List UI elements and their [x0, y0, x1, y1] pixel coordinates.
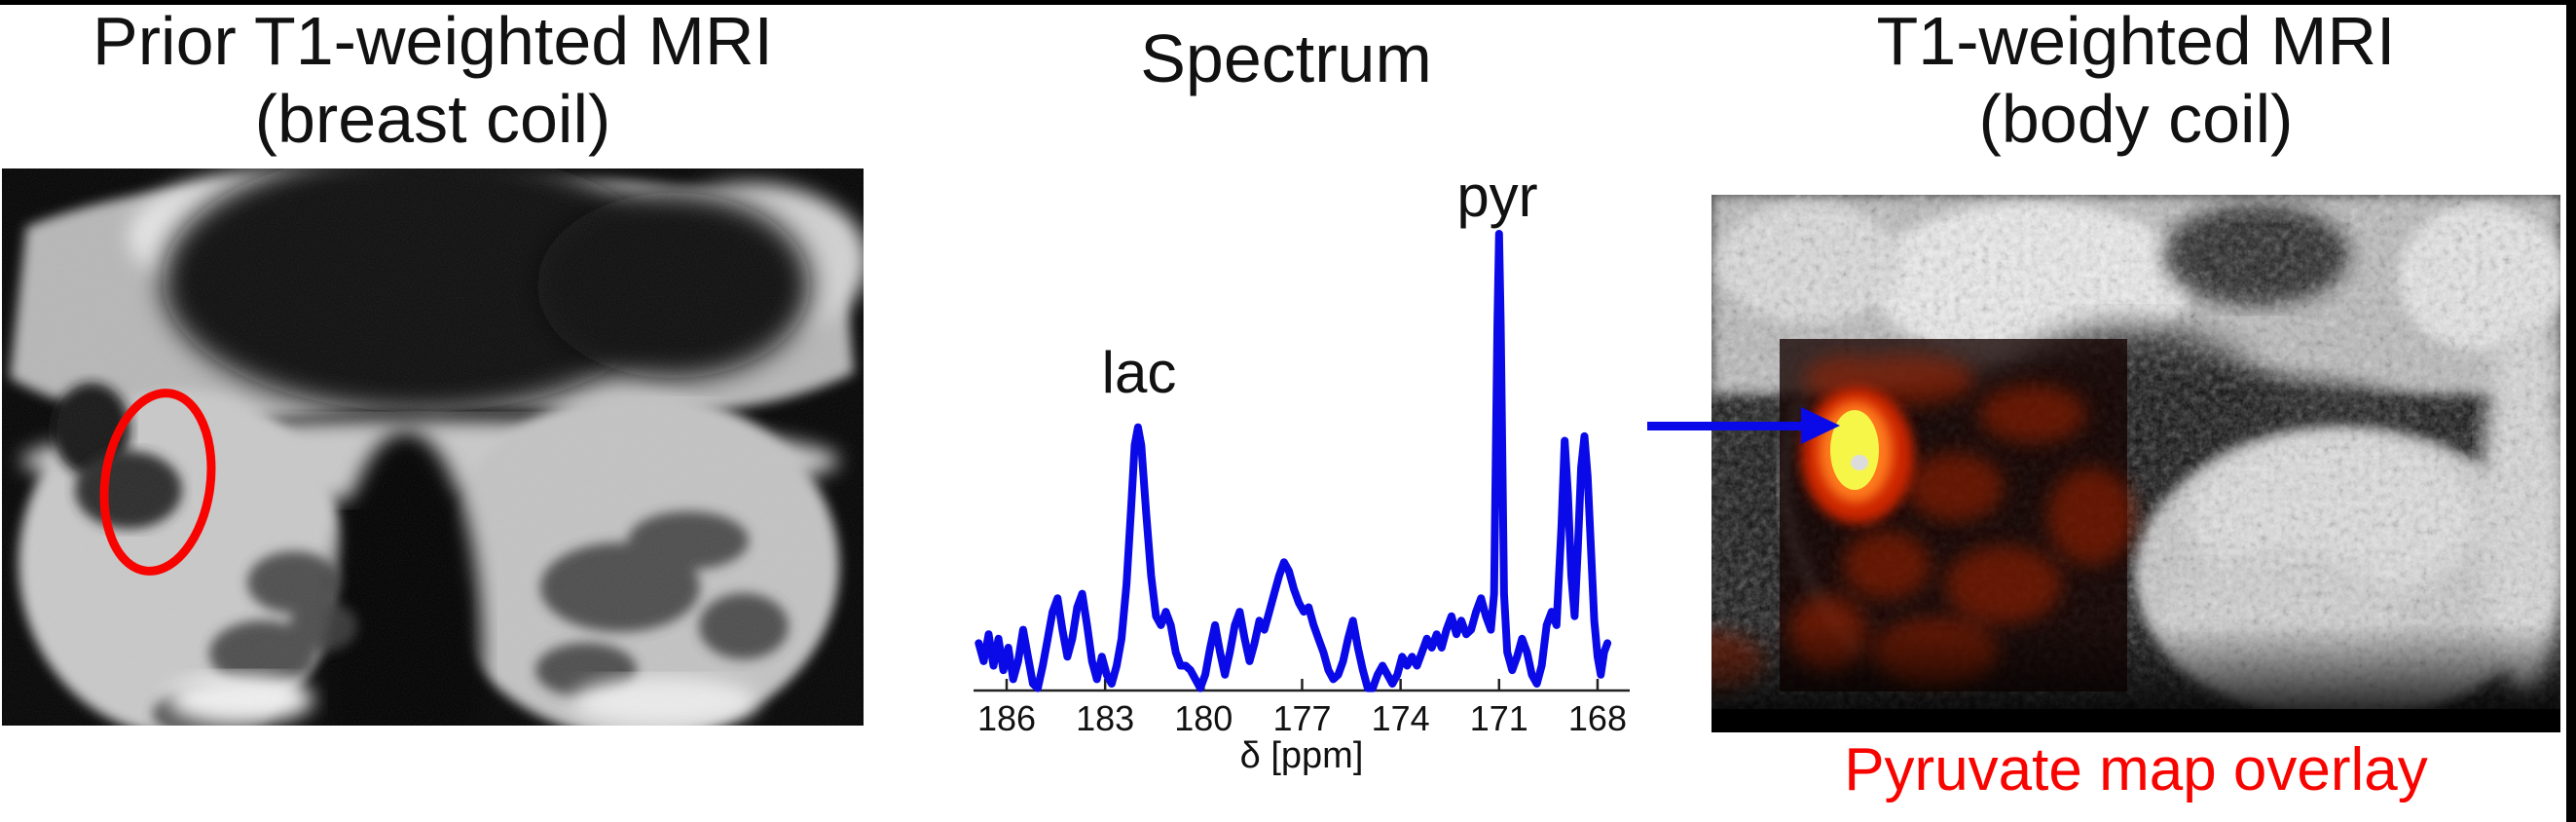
- body-coil-mri-image: [1711, 195, 2560, 732]
- spectrum-curve-group: 186 183 180 177 174 171 168 lac pyr: [975, 164, 1627, 738]
- right-title-line1: T1-weighted MRI: [1876, 3, 2396, 79]
- x-axis-label: δ [ppm]: [1240, 735, 1364, 776]
- x-axis-tick-label: 186: [977, 698, 1036, 738]
- x-axis-tick-label: 171: [1470, 698, 1528, 738]
- right-panel-title: T1-weighted MRI (body coil): [1711, 2, 2560, 158]
- right-mri-content: [1711, 195, 2560, 732]
- left-panel-title: Prior T1-weighted MRI (breast coil): [2, 2, 864, 158]
- peak-label-lac: lac: [1102, 340, 1177, 405]
- left-title-line1: Prior T1-weighted MRI: [92, 3, 773, 79]
- right-title-line2: (body coil): [1978, 81, 2294, 157]
- top-border-line: [0, 0, 2576, 5]
- x-axis-tick-label: 183: [1076, 698, 1134, 738]
- x-axis-tick-label: 174: [1372, 698, 1430, 738]
- x-axis-tick-label: 168: [1568, 698, 1627, 738]
- spectrum-plot: δ [ppm] 186 183 180 177 174 171 168 lac pyr: [974, 164, 1630, 776]
- spectrum-title: Spectrum: [1140, 20, 1432, 96]
- peak-label-pyr: pyr: [1456, 164, 1537, 229]
- left-title-line2: (breast coil): [254, 81, 611, 157]
- breast-coil-mri-image: [2, 168, 864, 726]
- right-border-line: [2566, 0, 2576, 822]
- spectrum-curve: [975, 230, 1612, 692]
- pyruvate-caption: Pyruvate map overlay: [1844, 736, 2428, 803]
- x-axis-tick-label: 180: [1174, 698, 1233, 738]
- x-axis-tick-label: 177: [1272, 698, 1331, 738]
- left-mri-content: [2, 168, 864, 726]
- spectrum-to-voxel-arrow-icon: [1647, 407, 1840, 444]
- lesion-annotation-ellipse: [99, 389, 216, 576]
